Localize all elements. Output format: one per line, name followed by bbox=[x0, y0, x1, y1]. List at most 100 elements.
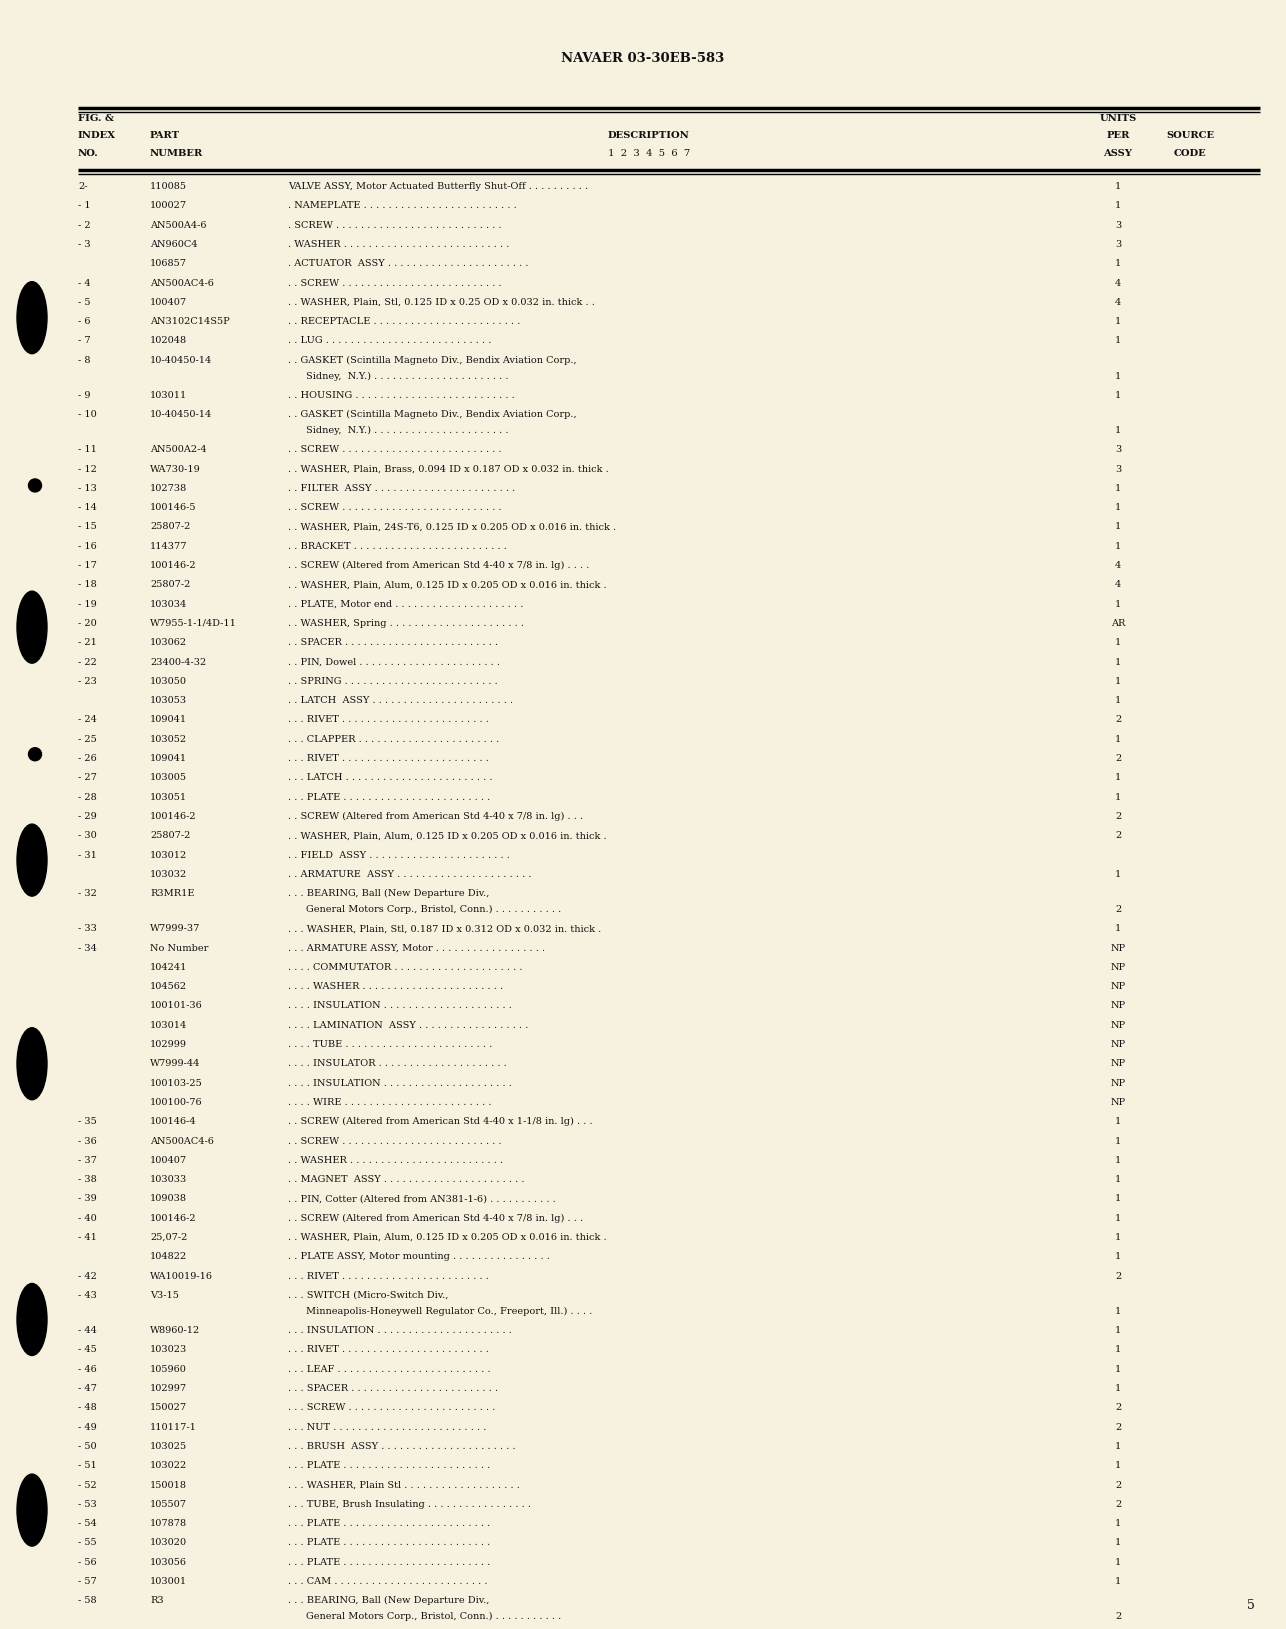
Ellipse shape bbox=[17, 591, 48, 663]
Text: W7999-44: W7999-44 bbox=[150, 1059, 201, 1069]
Text: - 25: - 25 bbox=[78, 735, 96, 744]
Text: . . . BEARING, Ball (New Departure Div.,: . . . BEARING, Ball (New Departure Div., bbox=[288, 889, 490, 898]
Text: . . WASHER, Plain, Alum, 0.125 ID x 0.205 OD x 0.016 in. thick .: . . WASHER, Plain, Alum, 0.125 ID x 0.20… bbox=[288, 1233, 607, 1241]
Text: 109041: 109041 bbox=[150, 715, 188, 725]
Text: 103025: 103025 bbox=[150, 1442, 188, 1451]
Text: - 3: - 3 bbox=[78, 239, 90, 249]
Text: 25,07-2: 25,07-2 bbox=[150, 1233, 188, 1241]
Text: NP: NP bbox=[1110, 943, 1125, 953]
Text: . . SCREW (Altered from American Std 4-40 x 7/8 in. lg) . . .: . . SCREW (Altered from American Std 4-4… bbox=[288, 811, 583, 821]
Text: R3MR1E: R3MR1E bbox=[150, 889, 194, 898]
Text: 1: 1 bbox=[1115, 371, 1121, 381]
Text: AN500AC4-6: AN500AC4-6 bbox=[150, 279, 213, 287]
Text: . . . PLATE . . . . . . . . . . . . . . . . . . . . . . . .: . . . PLATE . . . . . . . . . . . . . . … bbox=[288, 1538, 490, 1548]
Text: Sidney,  N.Y.) . . . . . . . . . . . . . . . . . . . . . .: Sidney, N.Y.) . . . . . . . . . . . . . … bbox=[306, 425, 508, 435]
Text: . . BRACKET . . . . . . . . . . . . . . . . . . . . . . . . .: . . BRACKET . . . . . . . . . . . . . . … bbox=[288, 542, 507, 551]
Text: . . PLATE ASSY, Motor mounting . . . . . . . . . . . . . . . .: . . PLATE ASSY, Motor mounting . . . . .… bbox=[288, 1253, 550, 1261]
Text: WA10019-16: WA10019-16 bbox=[150, 1272, 213, 1280]
Text: . . . RIVET . . . . . . . . . . . . . . . . . . . . . . . .: . . . RIVET . . . . . . . . . . . . . . … bbox=[288, 715, 489, 725]
Text: - 54: - 54 bbox=[78, 1520, 96, 1528]
Text: . . MAGNET  ASSY . . . . . . . . . . . . . . . . . . . . . . .: . . MAGNET ASSY . . . . . . . . . . . . … bbox=[288, 1175, 525, 1184]
Text: . . . RIVET . . . . . . . . . . . . . . . . . . . . . . . .: . . . RIVET . . . . . . . . . . . . . . … bbox=[288, 1346, 489, 1354]
Text: 1: 1 bbox=[1115, 658, 1121, 666]
Text: . . WASHER, Plain, Brass, 0.094 ID x 0.187 OD x 0.032 in. thick .: . . WASHER, Plain, Brass, 0.094 ID x 0.1… bbox=[288, 464, 608, 474]
Text: . . . BEARING, Ball (New Departure Div.,: . . . BEARING, Ball (New Departure Div., bbox=[288, 1596, 490, 1606]
Text: 1: 1 bbox=[1115, 503, 1121, 512]
Text: . . WASHER, Plain, Alum, 0.125 ID x 0.205 OD x 0.016 in. thick .: . . WASHER, Plain, Alum, 0.125 ID x 0.20… bbox=[288, 580, 607, 590]
Text: - 34: - 34 bbox=[78, 943, 96, 953]
Text: 102997: 102997 bbox=[150, 1385, 188, 1393]
Text: - 50: - 50 bbox=[78, 1442, 96, 1451]
Text: 10-40450-14: 10-40450-14 bbox=[150, 411, 212, 419]
Text: 103056: 103056 bbox=[150, 1557, 186, 1567]
Text: . . . . INSULATOR . . . . . . . . . . . . . . . . . . . . .: . . . . INSULATOR . . . . . . . . . . . … bbox=[288, 1059, 507, 1069]
Text: 104822: 104822 bbox=[150, 1253, 188, 1261]
Text: 2: 2 bbox=[1115, 1500, 1121, 1508]
Text: 2-: 2- bbox=[78, 182, 87, 191]
Text: General Motors Corp., Bristol, Conn.) . . . . . . . . . . .: General Motors Corp., Bristol, Conn.) . … bbox=[306, 1613, 561, 1621]
Text: . . . SWITCH (Micro-Switch Div.,: . . . SWITCH (Micro-Switch Div., bbox=[288, 1290, 449, 1300]
Text: AN500AC4-6: AN500AC4-6 bbox=[150, 1137, 213, 1145]
Text: . . . LEAF . . . . . . . . . . . . . . . . . . . . . . . . .: . . . LEAF . . . . . . . . . . . . . . .… bbox=[288, 1365, 491, 1373]
Text: . . SCREW . . . . . . . . . . . . . . . . . . . . . . . . . .: . . SCREW . . . . . . . . . . . . . . . … bbox=[288, 503, 502, 512]
Text: V3-15: V3-15 bbox=[150, 1290, 179, 1300]
Text: 1: 1 bbox=[1115, 735, 1121, 744]
Text: 1: 1 bbox=[1115, 1461, 1121, 1471]
Text: . . PLATE, Motor end . . . . . . . . . . . . . . . . . . . . .: . . PLATE, Motor end . . . . . . . . . .… bbox=[288, 599, 523, 609]
Text: 23400-4-32: 23400-4-32 bbox=[150, 658, 206, 666]
Text: 1: 1 bbox=[1115, 259, 1121, 269]
Text: - 38: - 38 bbox=[78, 1175, 96, 1184]
Text: 4: 4 bbox=[1115, 298, 1121, 306]
Text: - 1: - 1 bbox=[78, 202, 90, 210]
Text: - 35: - 35 bbox=[78, 1117, 96, 1126]
Text: . . . RIVET . . . . . . . . . . . . . . . . . . . . . . . .: . . . RIVET . . . . . . . . . . . . . . … bbox=[288, 754, 489, 762]
Text: - 20: - 20 bbox=[78, 619, 96, 627]
Text: PART: PART bbox=[150, 132, 180, 140]
Text: - 57: - 57 bbox=[78, 1577, 96, 1587]
Text: 103023: 103023 bbox=[150, 1346, 188, 1354]
Text: 103014: 103014 bbox=[150, 1021, 188, 1030]
Text: NP: NP bbox=[1110, 1078, 1125, 1088]
Text: 106857: 106857 bbox=[150, 259, 186, 269]
Text: . . SCREW (Altered from American Std 4-40 x 1-1/8 in. lg) . . .: . . SCREW (Altered from American Std 4-4… bbox=[288, 1117, 593, 1126]
Text: . . . . INSULATION . . . . . . . . . . . . . . . . . . . . .: . . . . INSULATION . . . . . . . . . . .… bbox=[288, 1078, 512, 1088]
Text: . . GASKET (Scintilla Magneto Div., Bendix Aviation Corp.,: . . GASKET (Scintilla Magneto Div., Bend… bbox=[288, 411, 576, 419]
Text: - 18: - 18 bbox=[78, 580, 96, 590]
Text: 103052: 103052 bbox=[150, 735, 188, 744]
Text: 1: 1 bbox=[1115, 391, 1121, 399]
Text: - 14: - 14 bbox=[78, 503, 96, 512]
Text: 1: 1 bbox=[1115, 1137, 1121, 1145]
Text: NP: NP bbox=[1110, 1059, 1125, 1069]
Text: . . . WASHER, Plain, Stl, 0.187 ID x 0.312 OD x 0.032 in. thick .: . . . WASHER, Plain, Stl, 0.187 ID x 0.3… bbox=[288, 924, 602, 933]
Text: - 24: - 24 bbox=[78, 715, 96, 725]
Text: . . PIN, Cotter (Altered from AN381-1-6) . . . . . . . . . . .: . . PIN, Cotter (Altered from AN381-1-6)… bbox=[288, 1194, 556, 1204]
Ellipse shape bbox=[17, 1284, 48, 1355]
Text: AN3102C14S5P: AN3102C14S5P bbox=[150, 318, 230, 326]
Text: 100101-36: 100101-36 bbox=[150, 1002, 203, 1010]
Text: 1: 1 bbox=[1115, 793, 1121, 801]
Text: . . . NUT . . . . . . . . . . . . . . . . . . . . . . . . .: . . . NUT . . . . . . . . . . . . . . . … bbox=[288, 1422, 486, 1432]
Text: 1: 1 bbox=[1115, 1326, 1121, 1336]
Text: 109038: 109038 bbox=[150, 1194, 186, 1204]
Text: . . SCREW . . . . . . . . . . . . . . . . . . . . . . . . . .: . . SCREW . . . . . . . . . . . . . . . … bbox=[288, 279, 502, 287]
Text: 109041: 109041 bbox=[150, 754, 188, 762]
Text: W7999-37: W7999-37 bbox=[150, 924, 201, 933]
Text: - 13: - 13 bbox=[78, 484, 96, 494]
Text: . . . . WIRE . . . . . . . . . . . . . . . . . . . . . . . .: . . . . WIRE . . . . . . . . . . . . . .… bbox=[288, 1098, 491, 1108]
Text: 2: 2 bbox=[1115, 1422, 1121, 1432]
Text: 105507: 105507 bbox=[150, 1500, 186, 1508]
Text: 100146-2: 100146-2 bbox=[150, 560, 197, 570]
Text: No Number: No Number bbox=[150, 943, 208, 953]
Text: 103012: 103012 bbox=[150, 850, 188, 860]
Text: 102738: 102738 bbox=[150, 484, 188, 494]
Text: 104241: 104241 bbox=[150, 963, 188, 973]
Text: VALVE ASSY, Motor Actuated Butterfly Shut-Off . . . . . . . . . .: VALVE ASSY, Motor Actuated Butterfly Shu… bbox=[288, 182, 588, 191]
Text: - 4: - 4 bbox=[78, 279, 90, 287]
Text: 1: 1 bbox=[1115, 870, 1121, 880]
Text: . . ARMATURE  ASSY . . . . . . . . . . . . . . . . . . . . . .: . . ARMATURE ASSY . . . . . . . . . . . … bbox=[288, 870, 531, 880]
Text: 1: 1 bbox=[1115, 542, 1121, 551]
Text: Minneapolis-Honeywell Regulator Co., Freeport, Ill.) . . . .: Minneapolis-Honeywell Regulator Co., Fre… bbox=[306, 1306, 593, 1316]
Text: AN960C4: AN960C4 bbox=[150, 239, 198, 249]
Text: 2: 2 bbox=[1115, 1272, 1121, 1280]
Text: - 6: - 6 bbox=[78, 318, 90, 326]
